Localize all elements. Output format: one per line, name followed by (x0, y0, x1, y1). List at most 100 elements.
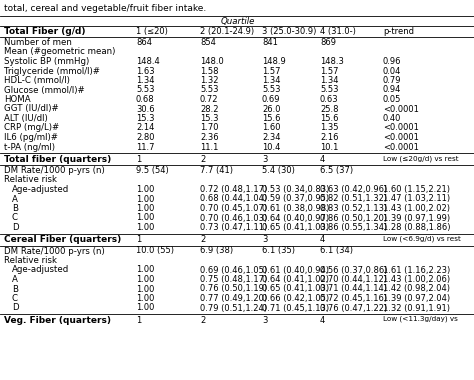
Text: B: B (12, 204, 18, 213)
Text: 0.86 (0.50,1.20): 0.86 (0.50,1.20) (320, 214, 387, 223)
Text: 1.61 (1.16,2.23): 1.61 (1.16,2.23) (383, 266, 450, 274)
Text: 1.00: 1.00 (136, 285, 155, 293)
Text: 0.66 (0.42,1.05): 0.66 (0.42,1.05) (262, 294, 329, 303)
Text: 0.83 (0.52,1.13): 0.83 (0.52,1.13) (320, 204, 387, 213)
Text: 0.76 (0.47,1.22): 0.76 (0.47,1.22) (320, 304, 387, 312)
Text: 0.64 (0.40,0.97): 0.64 (0.40,0.97) (262, 214, 329, 223)
Text: Age-adjusted: Age-adjusted (12, 266, 69, 274)
Text: 1: 1 (136, 316, 141, 325)
Text: 1.32: 1.32 (200, 76, 219, 85)
Text: total, cereal and vegetable/fruit fiber intake.: total, cereal and vegetable/fruit fiber … (4, 4, 206, 13)
Text: 0.70 (0.45,1.07): 0.70 (0.45,1.07) (200, 204, 267, 213)
Text: 1.60 (1.15,2.21): 1.60 (1.15,2.21) (383, 185, 450, 194)
Text: 1.39 (0.97,2.04): 1.39 (0.97,2.04) (383, 294, 450, 303)
Text: 5.53: 5.53 (320, 86, 338, 95)
Text: 0.40: 0.40 (383, 114, 401, 123)
Text: 0.82 (0.51,1.32): 0.82 (0.51,1.32) (320, 195, 387, 204)
Text: 1.00: 1.00 (136, 204, 155, 213)
Text: 0.75 (0.48,1.17): 0.75 (0.48,1.17) (200, 275, 267, 284)
Text: 0.70 (0.46,1.03): 0.70 (0.46,1.03) (200, 214, 267, 223)
Text: Glucose (mmol/l)#: Glucose (mmol/l)# (4, 86, 85, 95)
Text: Age-adjusted: Age-adjusted (12, 185, 69, 194)
Text: 0.86 (0.55,1.34): 0.86 (0.55,1.34) (320, 223, 387, 232)
Text: C: C (12, 214, 18, 223)
Text: Relative risk: Relative risk (4, 256, 57, 265)
Text: 2.36: 2.36 (200, 133, 219, 142)
Text: HDL-C (mmol/l): HDL-C (mmol/l) (4, 76, 70, 85)
Text: DM Rate/1000 p-yrs (n): DM Rate/1000 p-yrs (n) (4, 247, 105, 255)
Text: 1: 1 (136, 155, 141, 164)
Text: CRP (mg/L)#: CRP (mg/L)# (4, 124, 59, 133)
Text: 28.2: 28.2 (200, 105, 219, 114)
Text: GGT (IU/dl)#: GGT (IU/dl)# (4, 105, 59, 114)
Text: 15.3: 15.3 (136, 114, 155, 123)
Text: 1.63: 1.63 (136, 66, 155, 76)
Text: 0.04: 0.04 (383, 66, 401, 76)
Text: 0.76 (0.50,1.19): 0.76 (0.50,1.19) (200, 285, 267, 293)
Text: 5.4 (30): 5.4 (30) (262, 166, 295, 175)
Text: 15.3: 15.3 (200, 114, 219, 123)
Text: 1 (≤20): 1 (≤20) (136, 27, 168, 36)
Text: Triglyceride (mmol/l)#: Triglyceride (mmol/l)# (4, 66, 100, 76)
Text: 4: 4 (320, 155, 325, 164)
Text: 0.79 (0.51,1.24): 0.79 (0.51,1.24) (200, 304, 267, 312)
Text: 1.34: 1.34 (320, 76, 338, 85)
Text: Veg. Fiber (quarters): Veg. Fiber (quarters) (4, 316, 111, 325)
Text: 0.72 (0.45,1.16): 0.72 (0.45,1.16) (320, 294, 387, 303)
Text: 1.43 (1.00,2.06): 1.43 (1.00,2.06) (383, 275, 450, 284)
Text: 6.5 (37): 6.5 (37) (320, 166, 353, 175)
Text: 3: 3 (262, 236, 267, 244)
Text: 10.0 (55): 10.0 (55) (136, 247, 174, 255)
Text: 5.53: 5.53 (136, 86, 155, 95)
Text: 2: 2 (200, 316, 205, 325)
Text: 2: 2 (200, 155, 205, 164)
Text: Number of men: Number of men (4, 38, 72, 47)
Text: A: A (12, 195, 18, 204)
Text: 148.3: 148.3 (320, 57, 344, 66)
Text: 1.28 (0.88,1.86): 1.28 (0.88,1.86) (383, 223, 450, 232)
Text: DM Rate/1000 p-yrs (n): DM Rate/1000 p-yrs (n) (4, 166, 105, 175)
Text: <0.0001: <0.0001 (383, 105, 419, 114)
Text: 15.6: 15.6 (320, 114, 338, 123)
Text: 148.9: 148.9 (262, 57, 286, 66)
Text: 1: 1 (136, 236, 141, 244)
Text: Mean (#geometric mean): Mean (#geometric mean) (4, 48, 115, 57)
Text: 0.68 (0.44,1.04): 0.68 (0.44,1.04) (200, 195, 267, 204)
Text: 1.00: 1.00 (136, 214, 155, 223)
Text: 0.69: 0.69 (262, 95, 281, 104)
Text: Relative risk: Relative risk (4, 176, 57, 185)
Text: 3: 3 (262, 316, 267, 325)
Text: 148.0: 148.0 (200, 57, 224, 66)
Text: 0.68: 0.68 (136, 95, 155, 104)
Text: Cereal Fiber (quarters): Cereal Fiber (quarters) (4, 236, 121, 244)
Text: 6.9 (38): 6.9 (38) (200, 247, 233, 255)
Text: <0.0001: <0.0001 (383, 142, 419, 152)
Text: 0.61 (0.40,0.94): 0.61 (0.40,0.94) (262, 266, 329, 274)
Text: 148.4: 148.4 (136, 57, 160, 66)
Text: 10.1: 10.1 (320, 142, 338, 152)
Text: 0.59 (0.37,0.95): 0.59 (0.37,0.95) (262, 195, 329, 204)
Text: 0.72 (0.48,1.17): 0.72 (0.48,1.17) (200, 185, 267, 194)
Text: 1.43 (1.00,2.02): 1.43 (1.00,2.02) (383, 204, 450, 213)
Text: ALT (IU/dl): ALT (IU/dl) (4, 114, 48, 123)
Text: <0.0001: <0.0001 (383, 133, 419, 142)
Text: HOMA: HOMA (4, 95, 31, 104)
Text: 0.56 (0.37,0.86): 0.56 (0.37,0.86) (320, 266, 388, 274)
Text: 2.34: 2.34 (262, 133, 281, 142)
Text: Low (≤20g/d) vs rest: Low (≤20g/d) vs rest (383, 155, 459, 162)
Text: 10.4: 10.4 (262, 142, 281, 152)
Text: 11.7: 11.7 (136, 142, 155, 152)
Text: D: D (12, 223, 18, 232)
Text: 9.5 (54): 9.5 (54) (136, 166, 169, 175)
Text: 0.77 (0.49,1.20): 0.77 (0.49,1.20) (200, 294, 267, 303)
Text: 30.6: 30.6 (136, 105, 155, 114)
Text: 0.96: 0.96 (383, 57, 401, 66)
Text: 2.16: 2.16 (320, 133, 338, 142)
Text: Quartile: Quartile (221, 17, 255, 26)
Text: 0.63 (0.42,0.96): 0.63 (0.42,0.96) (320, 185, 387, 194)
Text: 2: 2 (200, 236, 205, 244)
Text: 1.00: 1.00 (136, 294, 155, 303)
Text: 1.00: 1.00 (136, 275, 155, 284)
Text: 0.73 (0.47,1.11): 0.73 (0.47,1.11) (200, 223, 267, 232)
Text: 1.34: 1.34 (262, 76, 281, 85)
